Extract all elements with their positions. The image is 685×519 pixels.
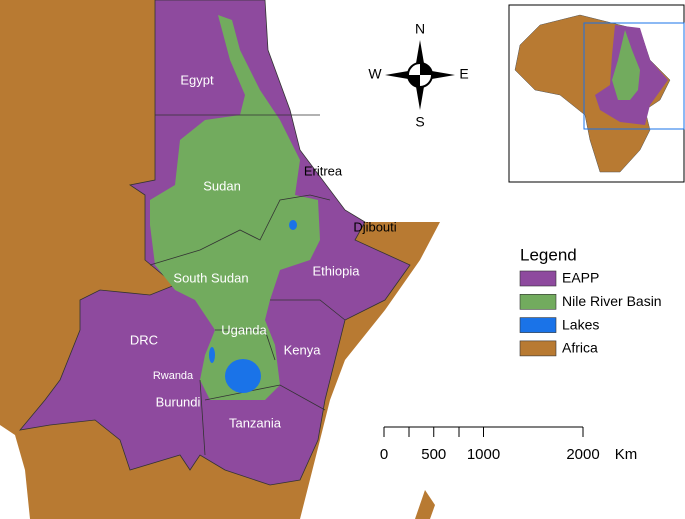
border — [199, 379, 206, 456]
compass-s: S — [415, 114, 424, 130]
border — [270, 299, 346, 321]
lake-tana — [289, 220, 297, 230]
scale-label: 0 — [380, 446, 388, 463]
border — [149, 194, 331, 266]
compass-e: E — [459, 66, 468, 82]
country-label: South Sudan — [173, 270, 248, 285]
inset-map — [508, 4, 685, 183]
scale-label: 1000 — [467, 446, 500, 463]
legend-label: Africa — [562, 340, 598, 356]
scale-bar: 0 500 1000 2000 Km — [380, 426, 638, 463]
compass: N E S W — [368, 21, 468, 130]
compass-quadrants — [408, 63, 432, 87]
country-label: Djibouti — [353, 219, 396, 234]
legend-title: Legend — [520, 245, 577, 264]
inset-extent — [583, 22, 685, 130]
country-label: Tanzania — [229, 415, 282, 430]
country-label: Eritrea — [304, 163, 343, 178]
scale-unit: Km — [615, 446, 638, 463]
legend-label: Lakes — [562, 316, 599, 332]
country-label: Rwanda — [153, 370, 194, 382]
compass-n: N — [415, 21, 425, 37]
country-label: Sudan — [203, 178, 241, 193]
border — [215, 329, 276, 361]
country-label: Ethiopia — [313, 263, 361, 278]
inset-nile — [612, 30, 640, 100]
country-label: Uganda — [221, 322, 267, 337]
lake-albert — [209, 347, 215, 363]
legend-swatch — [519, 270, 557, 287]
compass-w: W — [368, 66, 382, 82]
sea — [0, 425, 30, 519]
madagascar — [415, 490, 435, 519]
border — [204, 384, 326, 411]
country-label: Burundi — [156, 394, 201, 409]
lake-victoria — [225, 359, 261, 393]
legend-swatch — [519, 340, 557, 357]
legend-swatch — [519, 317, 557, 333]
country-label: DRC — [130, 332, 158, 347]
legend-label: Nile River Basin — [562, 293, 662, 309]
scale-label: 500 — [421, 446, 446, 463]
nile-basin — [150, 15, 320, 400]
country-label: Egypt — [180, 72, 214, 87]
scale-label: 2000 — [566, 446, 599, 463]
legend-label: EAPP — [562, 270, 599, 286]
legend-swatch — [519, 293, 557, 310]
legend: Legend EAPP Nile River Basin Lakes Africa — [519, 245, 662, 357]
country-label: Kenya — [284, 342, 322, 357]
